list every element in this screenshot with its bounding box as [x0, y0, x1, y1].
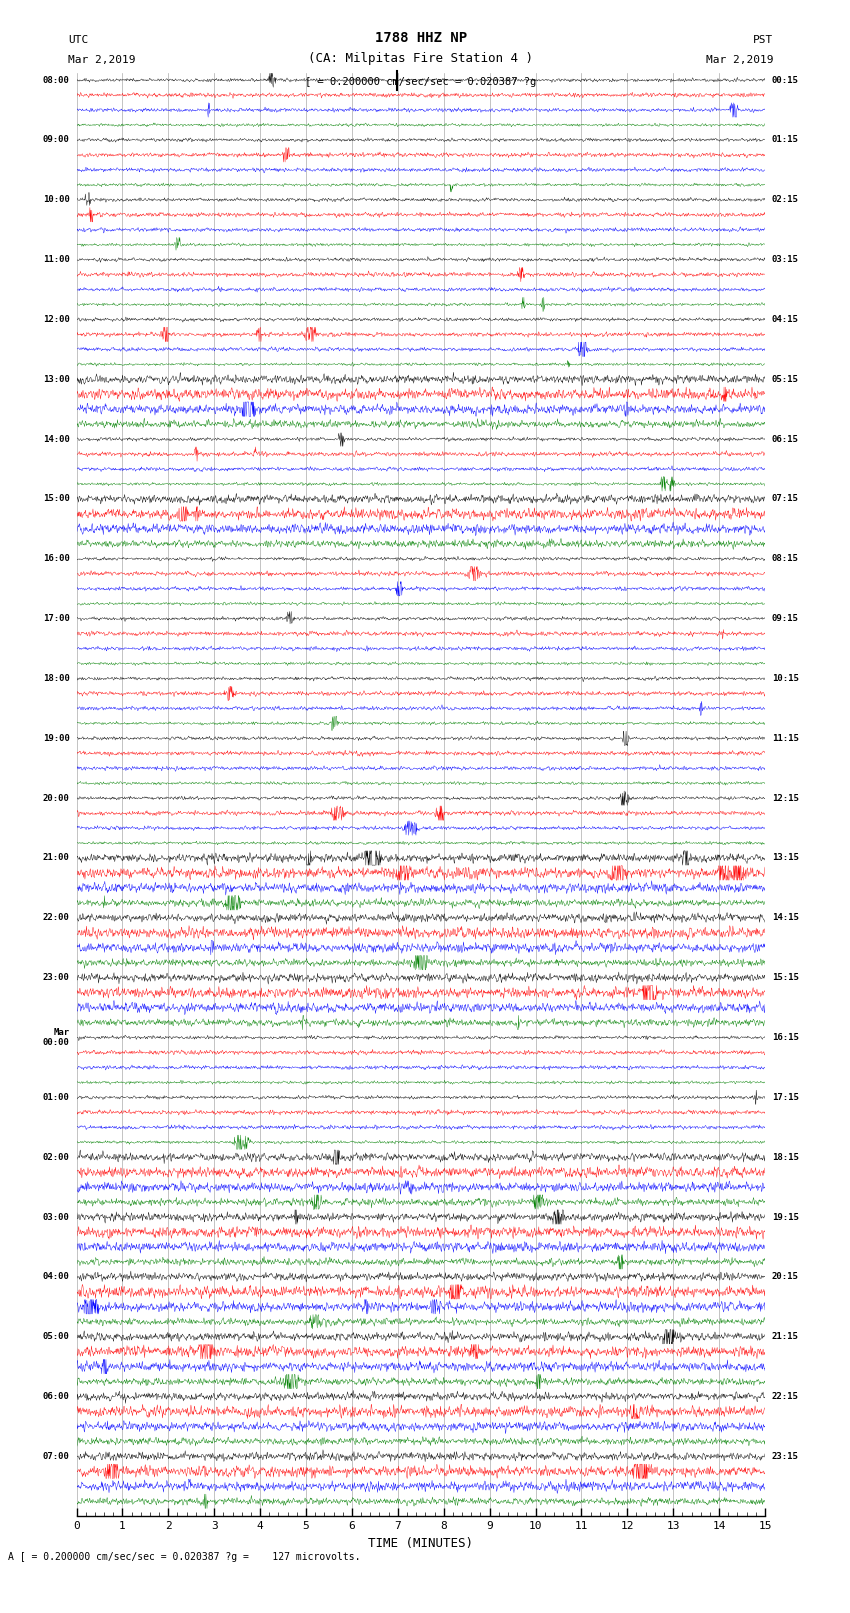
Text: 19:00: 19:00: [42, 734, 70, 744]
Text: 15:15: 15:15: [772, 973, 799, 982]
Text: 14:15: 14:15: [772, 913, 799, 923]
Text: 21:15: 21:15: [772, 1332, 799, 1340]
Text: 07:00: 07:00: [42, 1452, 70, 1461]
Text: 18:00: 18:00: [42, 674, 70, 682]
Text: 10:00: 10:00: [42, 195, 70, 205]
Text: 22:00: 22:00: [42, 913, 70, 923]
Text: 21:00: 21:00: [42, 853, 70, 863]
Text: 16:00: 16:00: [42, 555, 70, 563]
Text: Mar 2,2019: Mar 2,2019: [68, 55, 135, 65]
Text: 06:00: 06:00: [42, 1392, 70, 1402]
Text: 23:00: 23:00: [42, 973, 70, 982]
Text: (CA: Milpitas Fire Station 4 ): (CA: Milpitas Fire Station 4 ): [309, 52, 533, 65]
Text: 1788 HHZ NP: 1788 HHZ NP: [375, 31, 467, 45]
Text: 17:00: 17:00: [42, 615, 70, 623]
Text: 04:00: 04:00: [42, 1273, 70, 1281]
Text: 06:15: 06:15: [772, 434, 799, 444]
Text: 17:15: 17:15: [772, 1094, 799, 1102]
Text: Mar 2,2019: Mar 2,2019: [706, 55, 774, 65]
Text: 08:15: 08:15: [772, 555, 799, 563]
Text: 22:15: 22:15: [772, 1392, 799, 1402]
Text: 11:15: 11:15: [772, 734, 799, 744]
Text: [ = 0.200000 cm/sec/sec = 0.020387 ?g: [ = 0.200000 cm/sec/sec = 0.020387 ?g: [305, 77, 536, 87]
Text: 16:15: 16:15: [772, 1032, 799, 1042]
Text: 15:00: 15:00: [42, 495, 70, 503]
Text: UTC: UTC: [68, 35, 88, 45]
Text: 04:15: 04:15: [772, 315, 799, 324]
Text: 01:00: 01:00: [42, 1094, 70, 1102]
Text: 13:15: 13:15: [772, 853, 799, 863]
X-axis label: TIME (MINUTES): TIME (MINUTES): [368, 1537, 473, 1550]
Text: 09:00: 09:00: [42, 135, 70, 145]
Text: 14:00: 14:00: [42, 434, 70, 444]
Text: 23:15: 23:15: [772, 1452, 799, 1461]
Text: 07:15: 07:15: [772, 495, 799, 503]
Text: 02:00: 02:00: [42, 1153, 70, 1161]
Text: 13:00: 13:00: [42, 374, 70, 384]
Text: 12:00: 12:00: [42, 315, 70, 324]
Text: Mar
00:00: Mar 00:00: [42, 1027, 70, 1047]
Text: 02:15: 02:15: [772, 195, 799, 205]
Text: 05:15: 05:15: [772, 374, 799, 384]
Text: 20:15: 20:15: [772, 1273, 799, 1281]
Text: 12:15: 12:15: [772, 794, 799, 803]
Text: 03:00: 03:00: [42, 1213, 70, 1221]
Text: 05:00: 05:00: [42, 1332, 70, 1340]
Text: 19:15: 19:15: [772, 1213, 799, 1221]
Text: 18:15: 18:15: [772, 1153, 799, 1161]
Text: 08:00: 08:00: [42, 76, 70, 84]
Text: 09:15: 09:15: [772, 615, 799, 623]
Text: 03:15: 03:15: [772, 255, 799, 265]
Text: 01:15: 01:15: [772, 135, 799, 145]
Text: A [ = 0.200000 cm/sec/sec = 0.020387 ?g =    127 microvolts.: A [ = 0.200000 cm/sec/sec = 0.020387 ?g …: [8, 1552, 361, 1561]
Text: 20:00: 20:00: [42, 794, 70, 803]
Text: PST: PST: [753, 35, 774, 45]
Text: 00:15: 00:15: [772, 76, 799, 84]
Text: 10:15: 10:15: [772, 674, 799, 682]
Text: 11:00: 11:00: [42, 255, 70, 265]
